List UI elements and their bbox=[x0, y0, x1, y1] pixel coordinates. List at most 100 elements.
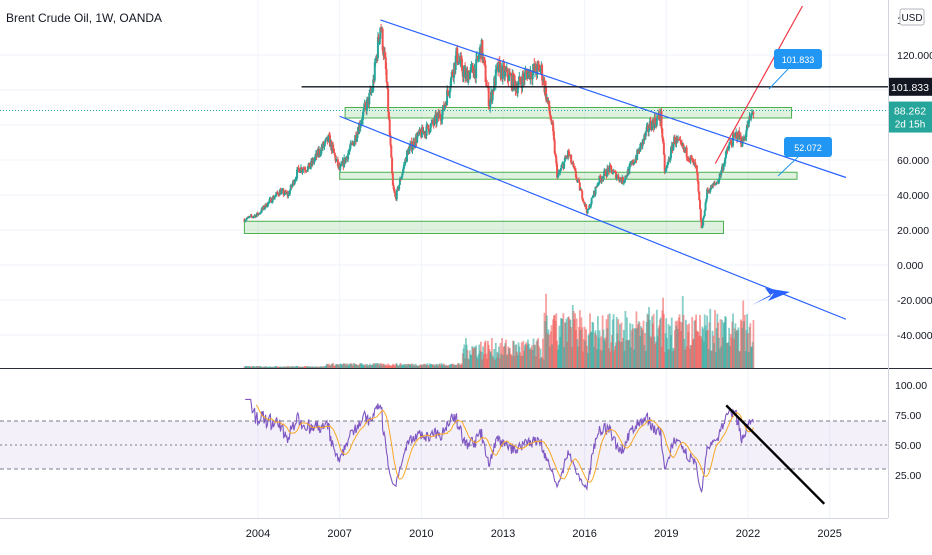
candle-body bbox=[271, 196, 274, 203]
time-axis-tick: 2007 bbox=[327, 528, 351, 540]
candle-body bbox=[459, 56, 462, 63]
volume-bar bbox=[743, 314, 746, 368]
candle-body bbox=[365, 99, 368, 111]
candle-body bbox=[494, 69, 497, 86]
candle-body bbox=[605, 175, 608, 177]
rsi-axis-tick: 25.00 bbox=[895, 470, 921, 482]
candle-body bbox=[539, 69, 542, 73]
candle-body bbox=[471, 65, 474, 73]
volume-bar bbox=[632, 328, 635, 368]
candle-body bbox=[378, 38, 381, 42]
candle-body bbox=[258, 213, 261, 215]
candle-body bbox=[441, 111, 444, 120]
candle-body bbox=[702, 217, 705, 226]
candle-body bbox=[699, 200, 702, 210]
candle-body bbox=[244, 219, 247, 221]
candle-body bbox=[563, 161, 566, 169]
candle-body bbox=[600, 178, 603, 182]
candle-body bbox=[391, 157, 394, 174]
candle-body bbox=[735, 132, 738, 140]
volume-bar bbox=[622, 329, 625, 368]
last-price-tag bbox=[889, 101, 932, 133]
candle-body bbox=[495, 67, 498, 70]
price-axis-tick: 40.000 bbox=[897, 190, 929, 202]
volume-bar bbox=[747, 333, 749, 368]
volume-bar bbox=[494, 342, 497, 368]
candle-body bbox=[282, 189, 285, 195]
candle-body bbox=[336, 159, 339, 167]
candle-body bbox=[573, 166, 576, 169]
volume-bar bbox=[581, 327, 584, 368]
candle-body bbox=[506, 68, 509, 78]
candle-body bbox=[596, 185, 599, 187]
candle-body bbox=[592, 196, 595, 198]
candle-body bbox=[270, 198, 273, 203]
candle-body bbox=[645, 127, 648, 132]
candle-body bbox=[296, 169, 299, 179]
rsi-ma-line bbox=[255, 404, 754, 483]
volume-bar bbox=[714, 310, 716, 368]
candle-body bbox=[752, 112, 755, 114]
candle-body bbox=[522, 74, 525, 78]
resistance-price-value: 101.833 bbox=[891, 82, 929, 94]
candle-body bbox=[401, 173, 404, 177]
candle-body bbox=[647, 125, 650, 132]
candle-body bbox=[676, 137, 679, 141]
candle-body bbox=[298, 168, 301, 173]
candle-body bbox=[252, 216, 255, 218]
candle-body bbox=[545, 86, 548, 100]
rsi-panel bbox=[0, 398, 888, 505]
candle-body bbox=[658, 113, 661, 119]
candle-body bbox=[685, 147, 688, 158]
candle-body bbox=[325, 138, 328, 140]
volume-bar bbox=[542, 338, 544, 368]
candle-body bbox=[574, 170, 577, 178]
candle-body bbox=[348, 148, 351, 152]
candle-body bbox=[704, 202, 707, 211]
candle-body bbox=[323, 143, 326, 147]
candle-body bbox=[440, 119, 443, 121]
candle-body bbox=[750, 113, 753, 115]
drawn-lines: 101.833 52.072 bbox=[0, 5, 888, 320]
candle-body bbox=[268, 199, 271, 202]
candle-body bbox=[402, 165, 405, 170]
candle-body bbox=[597, 182, 600, 184]
candle-body bbox=[324, 139, 327, 144]
candle-body bbox=[307, 165, 310, 171]
candle-body bbox=[651, 120, 654, 123]
candle-body bbox=[662, 142, 665, 155]
candle-body bbox=[508, 73, 511, 76]
candle-body bbox=[353, 140, 356, 146]
candle-body bbox=[482, 57, 485, 60]
candle-body bbox=[313, 159, 316, 163]
candle-body bbox=[417, 131, 420, 137]
last-price-value: 88.262 bbox=[894, 106, 926, 118]
candle-body bbox=[537, 63, 540, 65]
candle-body bbox=[347, 151, 350, 154]
candle-body bbox=[675, 137, 678, 144]
rsi-axis-tick: 100.00 bbox=[895, 380, 927, 392]
time-axis-tick: 2019 bbox=[654, 528, 678, 540]
volume-bar bbox=[706, 329, 709, 368]
candle-body bbox=[295, 178, 298, 180]
candle-body bbox=[696, 172, 699, 182]
candle-body bbox=[519, 81, 522, 84]
candle-body bbox=[398, 184, 401, 190]
candle-body bbox=[291, 184, 294, 187]
candle-body bbox=[598, 175, 601, 183]
candle-body bbox=[739, 135, 742, 144]
candle-body bbox=[726, 149, 729, 151]
candle-body bbox=[464, 71, 467, 79]
candle-body bbox=[590, 198, 593, 204]
candle-body bbox=[514, 81, 517, 91]
candle-body bbox=[419, 129, 422, 133]
candle-body bbox=[356, 131, 359, 138]
candle-body bbox=[501, 64, 504, 80]
volume-bars bbox=[243, 293, 755, 368]
candle-body bbox=[263, 207, 266, 209]
rsi-line bbox=[245, 398, 754, 494]
candle-body bbox=[604, 170, 607, 176]
candle-body bbox=[390, 145, 393, 158]
candle-body bbox=[691, 158, 694, 160]
